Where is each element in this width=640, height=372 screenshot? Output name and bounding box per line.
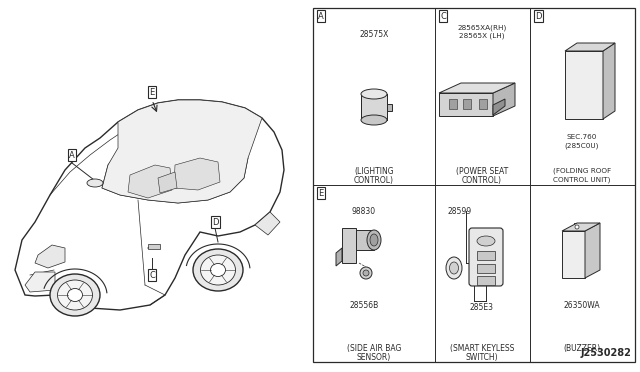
Text: CONTROL): CONTROL) — [354, 176, 394, 185]
Polygon shape — [25, 272, 55, 292]
Text: SWITCH): SWITCH) — [466, 353, 499, 362]
Text: SENSOR): SENSOR) — [357, 353, 391, 362]
Polygon shape — [565, 51, 603, 119]
Ellipse shape — [446, 257, 462, 279]
Polygon shape — [158, 172, 177, 193]
Text: E: E — [318, 189, 324, 198]
Polygon shape — [15, 100, 284, 310]
Polygon shape — [574, 223, 580, 231]
Text: 26350WA: 26350WA — [564, 301, 600, 310]
Ellipse shape — [211, 263, 225, 276]
Text: (BUZZER): (BUZZER) — [563, 344, 600, 353]
Polygon shape — [356, 230, 374, 250]
Ellipse shape — [67, 289, 83, 301]
Text: 28565X (LH): 28565X (LH) — [460, 32, 505, 38]
Text: (LIGHTING: (LIGHTING — [354, 167, 394, 176]
Text: D: D — [535, 12, 541, 20]
Text: (SMART KEYLESS: (SMART KEYLESS — [450, 344, 514, 353]
Text: 98830: 98830 — [352, 207, 376, 216]
Text: (POWER SEAT: (POWER SEAT — [456, 167, 508, 176]
Polygon shape — [342, 228, 356, 263]
Bar — [148, 244, 160, 249]
Ellipse shape — [363, 270, 369, 276]
Text: CONTROL UNIT): CONTROL UNIT) — [554, 176, 611, 183]
Bar — [449, 99, 457, 109]
Text: (FOLDING ROOF: (FOLDING ROOF — [553, 167, 611, 173]
Ellipse shape — [361, 115, 387, 125]
Text: (285C0U): (285C0U) — [565, 142, 599, 148]
Text: 28556B: 28556B — [349, 301, 379, 310]
Polygon shape — [336, 248, 342, 266]
Text: 28599: 28599 — [448, 207, 472, 216]
Polygon shape — [439, 93, 493, 116]
Text: 28575X: 28575X — [359, 30, 388, 39]
Polygon shape — [35, 245, 65, 268]
Ellipse shape — [58, 280, 93, 310]
Polygon shape — [565, 43, 615, 51]
Ellipse shape — [360, 267, 372, 279]
Text: 28565XA(RH): 28565XA(RH) — [458, 24, 507, 31]
Text: (SIDE AIR BAG: (SIDE AIR BAG — [347, 344, 401, 353]
Ellipse shape — [367, 230, 381, 250]
Text: E: E — [149, 87, 155, 96]
Ellipse shape — [87, 179, 103, 187]
Text: A: A — [69, 151, 75, 160]
Bar — [477, 264, 495, 273]
Text: SEC.760: SEC.760 — [567, 134, 597, 140]
Polygon shape — [128, 165, 172, 198]
Text: C: C — [149, 270, 155, 279]
Polygon shape — [562, 223, 600, 231]
Ellipse shape — [361, 89, 387, 99]
Bar — [479, 99, 487, 109]
Text: CONTROL): CONTROL) — [462, 176, 502, 185]
Ellipse shape — [370, 234, 378, 246]
Ellipse shape — [200, 255, 236, 285]
Polygon shape — [387, 104, 392, 111]
Ellipse shape — [193, 249, 243, 291]
Text: D: D — [212, 218, 218, 227]
Text: 285E3: 285E3 — [470, 303, 494, 312]
Ellipse shape — [575, 225, 579, 229]
Polygon shape — [102, 100, 262, 203]
Bar — [477, 276, 495, 285]
Polygon shape — [102, 126, 248, 203]
Polygon shape — [361, 94, 387, 120]
Bar — [463, 99, 471, 109]
Text: C: C — [440, 12, 446, 20]
Polygon shape — [585, 223, 600, 278]
Ellipse shape — [477, 236, 495, 246]
Polygon shape — [174, 158, 220, 190]
Polygon shape — [562, 231, 585, 278]
Polygon shape — [255, 212, 280, 235]
FancyBboxPatch shape — [469, 228, 503, 286]
Text: A: A — [318, 12, 324, 20]
Polygon shape — [493, 83, 515, 116]
Bar — [313, 8, 635, 362]
Polygon shape — [603, 43, 615, 119]
Polygon shape — [493, 99, 505, 115]
Ellipse shape — [449, 262, 458, 274]
Ellipse shape — [50, 274, 100, 316]
Bar — [477, 251, 495, 260]
Text: J2530282: J2530282 — [580, 348, 631, 358]
Polygon shape — [439, 83, 515, 93]
